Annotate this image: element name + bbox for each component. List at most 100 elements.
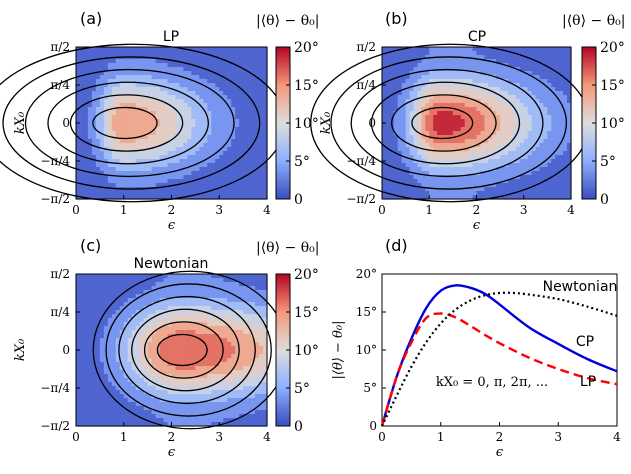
heatmap-cell xyxy=(389,139,395,144)
heatmap-cell xyxy=(167,306,173,311)
heatmap-cell xyxy=(480,163,485,168)
heatmap-cell xyxy=(382,151,387,156)
heatmap-cell xyxy=(476,183,482,188)
heatmap-cell xyxy=(251,99,256,104)
heatmap-cell xyxy=(191,278,196,283)
heatmap-cell xyxy=(99,406,105,411)
heatmap-cell xyxy=(219,139,224,144)
colorbar-tick-label: 10° xyxy=(600,116,625,132)
heatmap-cell xyxy=(127,135,133,140)
heatmap-cell xyxy=(187,334,192,339)
heatmap-cell xyxy=(203,282,208,287)
heatmap-cell xyxy=(76,282,81,287)
heatmap-cell xyxy=(397,59,403,64)
heatmap-cell xyxy=(175,326,181,331)
heatmap-cell xyxy=(393,63,399,68)
heatmap-cell xyxy=(171,187,177,192)
heatmap-cell xyxy=(115,358,121,363)
heatmap-cell xyxy=(135,155,141,160)
heatmap-cell xyxy=(496,167,501,172)
heatmap-cell xyxy=(231,47,236,52)
heatmap-cell xyxy=(219,111,224,116)
heatmap-cell xyxy=(405,131,411,136)
heatmap-cell xyxy=(445,59,450,64)
heatmap-cell xyxy=(111,71,117,76)
heatmap-cell xyxy=(91,290,97,295)
heatmap-cell xyxy=(95,123,101,128)
heatmap-cell xyxy=(472,191,478,196)
heatmap-cell xyxy=(179,191,185,196)
heatmap-cell xyxy=(413,183,419,188)
heatmap-cell xyxy=(476,115,482,120)
heatmap-cell xyxy=(239,159,244,164)
heatmap-cell xyxy=(139,378,145,383)
heatmap-cell xyxy=(183,91,189,96)
heatmap-cell xyxy=(472,75,478,80)
heatmap-cell xyxy=(83,159,89,164)
heatmap-cell xyxy=(448,71,454,76)
heatmap-cell xyxy=(492,171,497,176)
heatmap-cell xyxy=(456,111,462,116)
heatmap-cell xyxy=(247,79,252,84)
heatmap-cell xyxy=(155,175,161,180)
heatmap-cell xyxy=(131,386,137,391)
heatmap-cell xyxy=(79,135,85,140)
heatmap-cell xyxy=(409,135,415,140)
heatmap-cell xyxy=(417,51,422,56)
heatmap-cell xyxy=(95,179,101,184)
heatmap-cell xyxy=(159,354,165,359)
heatmap-cell xyxy=(263,175,268,180)
heatmap-cell xyxy=(111,83,117,88)
heatmap-cell xyxy=(511,135,517,140)
heatmap-cell xyxy=(167,406,173,411)
heatmap-cell xyxy=(139,422,145,427)
heatmap-cell xyxy=(79,370,85,375)
heatmap-cell xyxy=(83,414,89,419)
heatmap-cell xyxy=(547,75,552,80)
heatmap-cell xyxy=(151,179,157,184)
heatmap-cell xyxy=(484,147,489,152)
heatmap-cell xyxy=(382,59,387,64)
heatmap-cell xyxy=(239,147,244,152)
heatmap-cell xyxy=(191,95,196,100)
heatmap-cell xyxy=(103,326,109,331)
heatmap-cell xyxy=(492,143,497,148)
heatmap-cell xyxy=(559,119,564,124)
heatmap-cell xyxy=(135,326,141,331)
heatmap-cell xyxy=(547,171,552,176)
heatmap-cell xyxy=(460,163,466,168)
heatmap-cell xyxy=(484,195,489,200)
heatmap-cell xyxy=(472,123,478,128)
heatmap-cell xyxy=(123,115,129,120)
heatmap-cell xyxy=(99,302,105,307)
heatmap-cell xyxy=(531,67,537,72)
heatmap-cell xyxy=(131,139,137,144)
heatmap-cell xyxy=(259,155,264,160)
heatmap-cell xyxy=(413,179,419,184)
heatmap-cell xyxy=(147,310,153,315)
heatmap-cell xyxy=(567,131,572,136)
heatmap-cell xyxy=(119,338,125,343)
heatmap-cell xyxy=(468,163,474,168)
heatmap-cell xyxy=(83,179,89,184)
heatmap-cell xyxy=(199,398,204,403)
heatmap-cell xyxy=(555,67,560,72)
heatmap-cell xyxy=(127,47,133,52)
heatmap-cell xyxy=(555,51,560,56)
heatmap-cell xyxy=(159,63,165,68)
heatmap-cell xyxy=(492,71,497,76)
heatmap-cell xyxy=(107,390,113,395)
heatmap-cell xyxy=(76,322,81,327)
heatmap-cell xyxy=(127,274,133,279)
heatmap-cell xyxy=(215,115,220,120)
heatmap-cell xyxy=(179,183,185,188)
heatmap-cell xyxy=(227,175,232,180)
heatmap-cell xyxy=(147,103,153,108)
contour-line xyxy=(92,106,158,140)
heatmap-cell xyxy=(397,51,403,56)
heatmap-cell xyxy=(183,418,189,423)
heatmap-cell xyxy=(488,91,493,96)
heatmap-cell xyxy=(143,374,149,379)
heatmap-cell xyxy=(255,139,260,144)
heatmap-cell xyxy=(531,103,537,108)
